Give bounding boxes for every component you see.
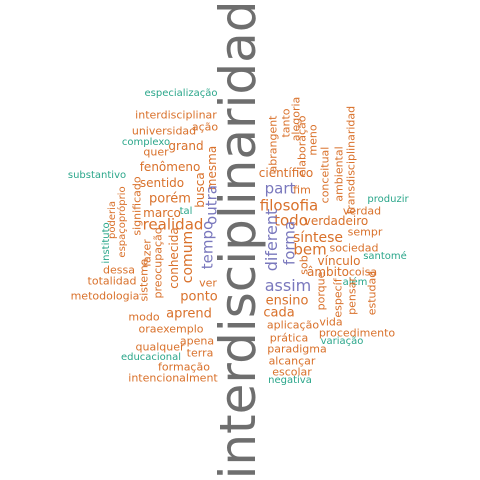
word-38: terra <box>186 346 214 360</box>
word-58: diferent <box>262 208 281 272</box>
word-17: realidad <box>142 215 204 234</box>
word-71: ensino <box>265 293 309 309</box>
word-63: sociedad <box>329 241 379 255</box>
word-35: oraexemplo <box>138 322 204 336</box>
word-48: part <box>264 179 296 198</box>
word-82: paradigma <box>267 342 327 356</box>
word-66: santomé <box>363 251 407 262</box>
word-9: sentido <box>139 176 185 190</box>
word-33: aprend <box>166 306 212 322</box>
word-67: âmbito <box>306 265 350 279</box>
word-1: especialização <box>144 88 218 99</box>
word-68: coisa <box>348 265 378 279</box>
word-74: pensar <box>345 277 359 315</box>
word-39: educacional <box>120 352 182 363</box>
word-46: meno <box>306 124 320 156</box>
word-57: verdadeiro <box>303 214 369 228</box>
word-6: grand <box>168 139 204 153</box>
word-77: aplicação <box>266 318 320 332</box>
word-56: todo <box>274 211 308 230</box>
word-21: tempo <box>198 220 217 270</box>
word-36: apena <box>179 334 215 348</box>
word-50: filosofia <box>259 196 319 215</box>
word-16: tal <box>179 206 193 217</box>
word-70: além <box>342 277 368 288</box>
word-78: vida <box>319 315 343 329</box>
word-62: bem <box>293 240 327 259</box>
word-53: transdisciplinaridad <box>344 105 358 215</box>
word-32: ponto <box>180 289 218 305</box>
word-28: sistema <box>137 258 151 302</box>
word-42: abrangent <box>266 115 280 173</box>
word-84: escolar <box>272 365 312 379</box>
word-24: instituto <box>101 222 112 264</box>
word-65: vínculo <box>317 254 361 268</box>
word-60: síntese <box>292 230 344 246</box>
word-2: interdisciplinar <box>135 108 217 122</box>
word-8: fenômeno <box>139 160 201 174</box>
word-80: prática <box>269 331 309 345</box>
word-0: interdisciplinaridad <box>209 0 267 480</box>
word-14: porém <box>149 191 191 207</box>
word-54: produzir <box>367 194 409 205</box>
word-13: significado <box>130 176 144 236</box>
word-25: totalidad <box>87 274 137 288</box>
word-30: conhecida <box>167 227 181 289</box>
word-12: espaçopróprio <box>117 186 128 258</box>
word-85: negativa <box>268 375 312 386</box>
word-55: verdad <box>342 204 382 218</box>
word-20: outra <box>202 185 221 225</box>
word-47: científico <box>258 166 314 180</box>
word-31: ver <box>199 276 217 290</box>
word-10: substantivo <box>67 170 127 181</box>
word-26: dessa <box>103 263 135 277</box>
word-15: marco <box>143 206 181 220</box>
word-69: assim <box>264 276 312 295</box>
word-73: específ <box>331 278 345 318</box>
word-27: metodologia <box>70 289 140 303</box>
word-4: universidad <box>131 124 197 138</box>
word-22: comum <box>180 230 196 284</box>
word-83: alcançar <box>268 354 316 368</box>
word-49: fim <box>293 183 311 197</box>
word-34: modo <box>128 310 160 324</box>
word-51: conceitual <box>318 146 332 204</box>
word-52: ambiental <box>332 146 346 202</box>
word-76: cada <box>263 305 295 321</box>
word-72: porque <box>314 271 328 311</box>
word-19: mesma <box>205 145 219 191</box>
word-37: qualquer <box>135 340 185 354</box>
word-3: ação <box>191 120 219 134</box>
word-61: sempr <box>347 225 383 239</box>
word-5: complexo <box>121 137 171 148</box>
word-7: quer <box>143 145 169 159</box>
word-29: preocupação <box>151 227 165 299</box>
word-41: intencionalment <box>128 371 218 385</box>
word-75: estudad <box>365 270 379 316</box>
word-79: procedimento <box>318 326 396 340</box>
word-81: variação <box>320 336 364 347</box>
word-40: formação <box>158 360 210 374</box>
